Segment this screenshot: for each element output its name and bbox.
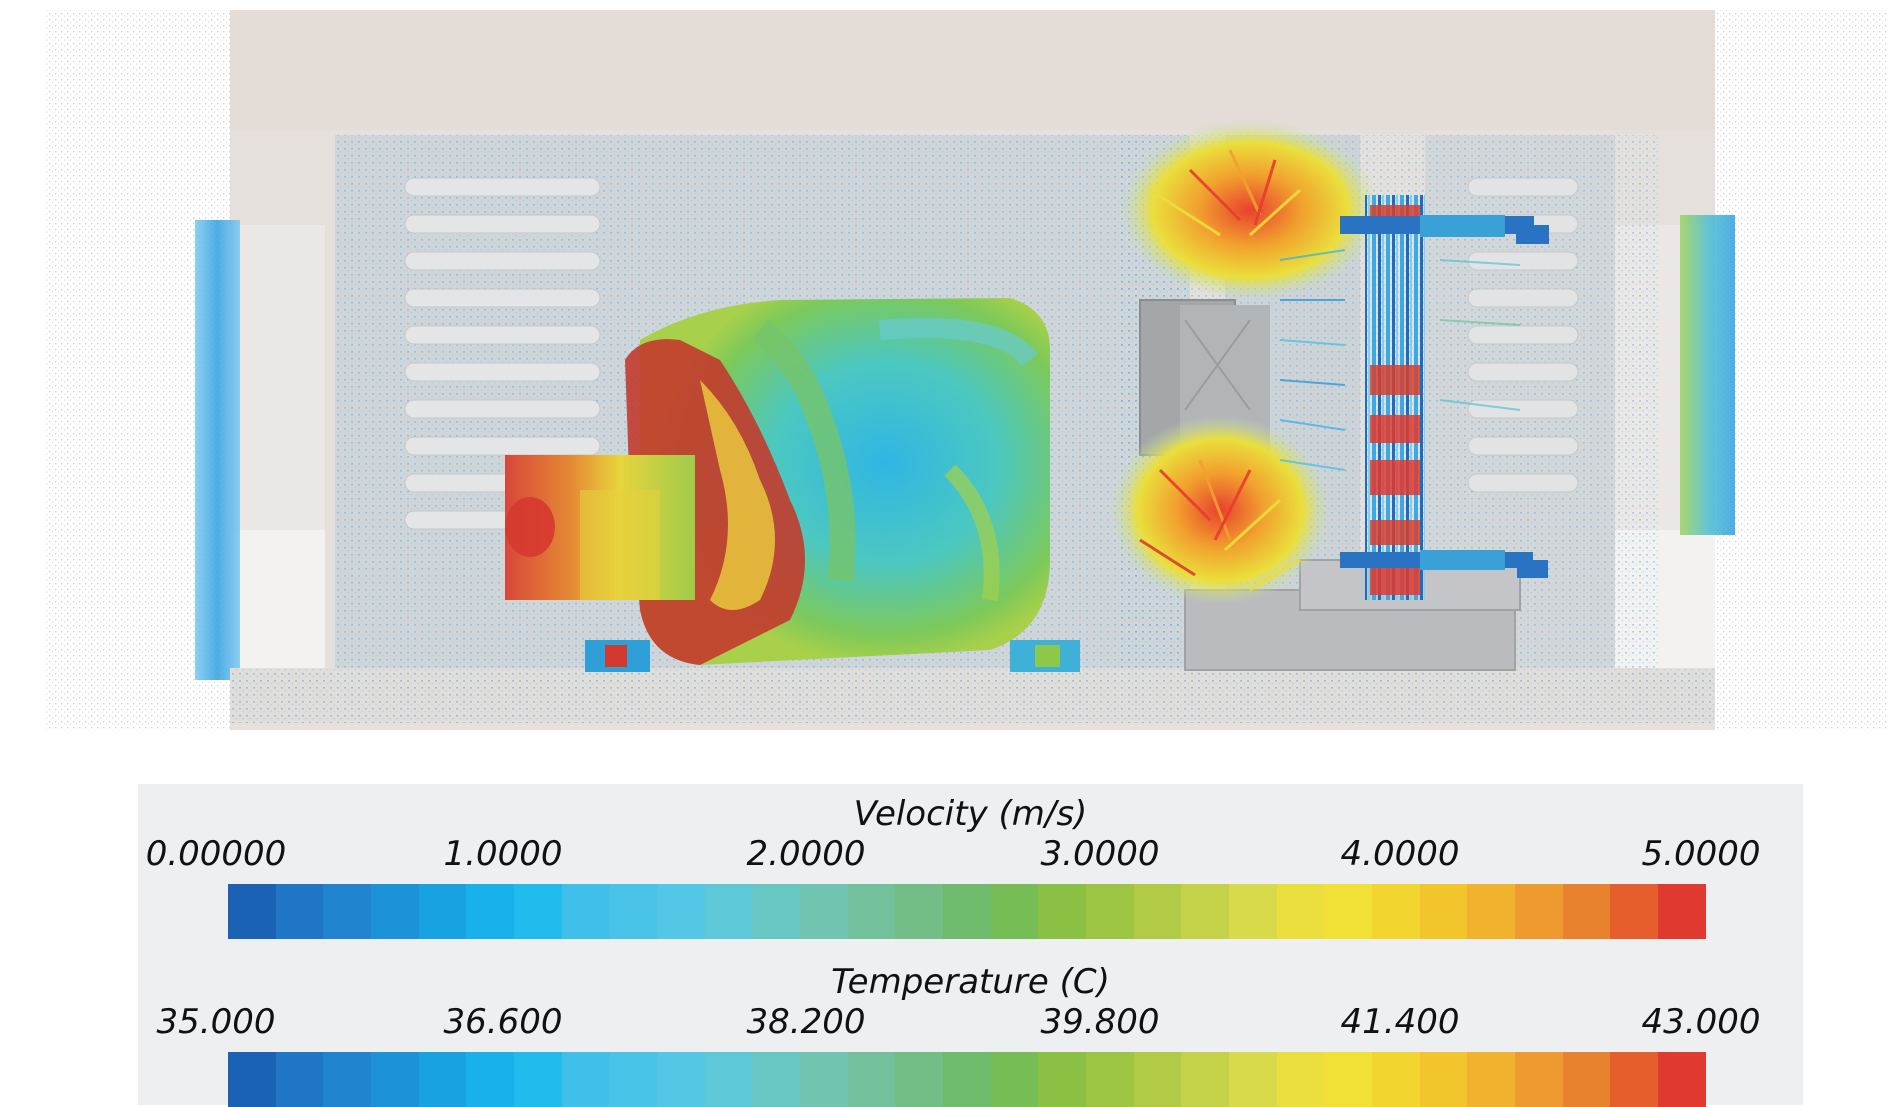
temperature-tick-1: 36.600 <box>443 1002 563 1042</box>
temperature-color-swatch <box>228 1052 276 1107</box>
velocity-color-swatch <box>323 884 372 939</box>
temperature-color-swatch <box>1419 1052 1468 1107</box>
left-foot-block <box>230 530 325 670</box>
velocity-color-swatch <box>418 884 467 939</box>
velocity-color-swatch <box>1372 884 1420 939</box>
velocity-color-swatch <box>943 884 991 939</box>
temperature-color-swatch <box>1324 1052 1373 1107</box>
temperature-color-swatch <box>1276 1052 1325 1107</box>
temperature-color-swatch <box>1515 1052 1563 1107</box>
louvre-slots-left <box>404 177 601 530</box>
velocity-color-swatch <box>561 884 610 939</box>
temperature-color-swatch <box>514 1052 562 1107</box>
velocity-legend-title: Velocity (m/s) <box>853 794 1088 834</box>
temperature-tick-0: 35.000 <box>156 1002 276 1042</box>
velocity-color-swatch <box>1562 884 1611 939</box>
temperature-color-swatch <box>990 1052 1039 1107</box>
temperature-color-swatch <box>1610 1052 1659 1107</box>
temperature-color-swatch <box>323 1052 372 1107</box>
base-flow-vectors <box>230 668 1715 723</box>
cfd-scene <box>45 10 1888 730</box>
left-inlet-flow <box>195 220 240 680</box>
temperature-color-swatch <box>657 1052 705 1107</box>
velocity-color-swatch <box>895 884 944 939</box>
velocity-color-swatch <box>1324 884 1373 939</box>
temperature-colorbar <box>228 1052 1706 1107</box>
temperature-tick-2: 38.200 <box>746 1002 866 1042</box>
temperature-color-swatch <box>1181 1052 1230 1107</box>
condenser-coil <box>1340 195 1549 600</box>
temperature-color-swatch <box>943 1052 991 1107</box>
compressor <box>505 298 1080 672</box>
velocity-color-swatch <box>1229 884 1277 939</box>
temperature-color-swatch <box>418 1052 467 1107</box>
velocity-color-swatch <box>847 884 896 939</box>
velocity-color-swatch <box>752 884 801 939</box>
temperature-color-swatch <box>561 1052 610 1107</box>
temperature-color-swatch <box>1562 1052 1611 1107</box>
right-outlet-flow <box>1680 215 1735 535</box>
velocity-color-swatch <box>1181 884 1230 939</box>
louvre-slots-right <box>1467 177 1579 493</box>
plume-streaks <box>1139 149 1302 592</box>
velocity-color-swatch <box>990 884 1039 939</box>
velocity-color-swatch <box>371 884 419 939</box>
temperature-legend-title: Temperature (C) <box>831 962 1110 1002</box>
colorbar-legend-panel: Velocity (m/s) 0.00000 1.0000 2.0000 3.0… <box>138 784 1803 1107</box>
temperature-color-swatch <box>1229 1052 1277 1107</box>
velocity-color-swatch <box>514 884 562 939</box>
velocity-color-swatch <box>1276 884 1325 939</box>
temperature-color-swatch <box>752 1052 801 1107</box>
temperature-color-swatch <box>466 1052 515 1107</box>
velocity-color-swatch <box>1038 884 1087 939</box>
velocity-colorbar <box>228 884 1706 939</box>
velocity-color-swatch <box>609 884 658 939</box>
temperature-tick-4: 41.400 <box>1340 1002 1460 1042</box>
velocity-color-swatch <box>1419 884 1468 939</box>
temperature-tick-3: 39.800 <box>1040 1002 1160 1042</box>
velocity-color-swatch <box>1086 884 1134 939</box>
temperature-color-swatch <box>1658 1052 1706 1107</box>
velocity-tick-4: 4.0000 <box>1340 834 1460 874</box>
fan-flow-vectors <box>1279 249 1521 471</box>
temperature-color-swatch <box>847 1052 896 1107</box>
temperature-color-swatch <box>1133 1052 1182 1107</box>
velocity-color-swatch <box>1467 884 1516 939</box>
temperature-color-swatch <box>704 1052 753 1107</box>
velocity-tick-0: 0.00000 <box>145 834 287 874</box>
velocity-color-swatch <box>1133 884 1182 939</box>
velocity-color-swatch <box>1610 884 1659 939</box>
velocity-tick-5: 5.0000 <box>1641 834 1761 874</box>
temperature-color-swatch <box>371 1052 419 1107</box>
velocity-color-swatch <box>466 884 515 939</box>
upper-hot-plume <box>1120 120 1380 300</box>
temperature-color-swatch <box>609 1052 658 1107</box>
housing-top <box>230 10 1715 130</box>
temperature-color-swatch <box>1038 1052 1087 1107</box>
temperature-tick-5: 43.000 <box>1641 1002 1761 1042</box>
velocity-color-swatch <box>1658 884 1706 939</box>
temperature-color-swatch <box>895 1052 944 1107</box>
temperature-color-swatch <box>275 1052 324 1107</box>
temperature-color-swatch <box>1372 1052 1420 1107</box>
velocity-color-swatch <box>275 884 324 939</box>
temperature-color-swatch <box>1086 1052 1134 1107</box>
velocity-tick-2: 2.0000 <box>746 834 866 874</box>
velocity-color-swatch <box>1515 884 1563 939</box>
velocity-tick-1: 1.0000 <box>443 834 563 874</box>
temperature-color-swatch <box>800 1052 848 1107</box>
velocity-color-swatch <box>704 884 753 939</box>
temperature-color-swatch <box>1467 1052 1516 1107</box>
velocity-color-swatch <box>657 884 705 939</box>
velocity-color-swatch <box>800 884 848 939</box>
velocity-color-swatch <box>228 884 276 939</box>
velocity-tick-3: 3.0000 <box>1040 834 1160 874</box>
